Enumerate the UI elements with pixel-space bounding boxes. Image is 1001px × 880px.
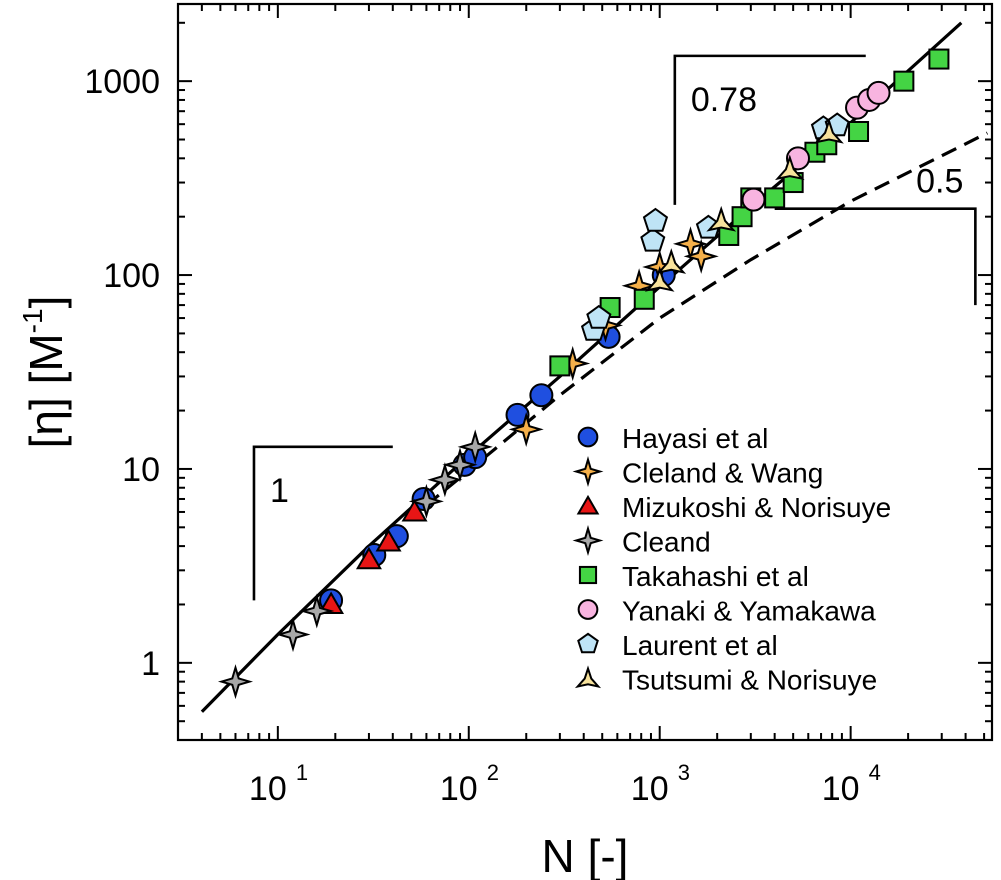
series-3 — [318, 498, 428, 614]
slope-label-2: 0.78 — [691, 81, 757, 119]
data-point — [408, 483, 444, 519]
x-tick-label-base: 10 — [631, 770, 669, 808]
legend-label: Cleland & Wang — [622, 458, 823, 489]
data-points — [217, 48, 950, 700]
data-point — [706, 205, 737, 232]
legend-label: Takahashi et al — [622, 561, 809, 592]
y-tick-label: 10 — [122, 451, 160, 489]
y-axis-title-sup: -1 — [17, 308, 48, 333]
legend-item-3: Mizukoshi & Norisuye — [576, 492, 891, 523]
data-point — [375, 528, 402, 552]
data-point — [586, 304, 612, 329]
data-point — [848, 121, 870, 143]
slope-label-3: 0.5 — [916, 163, 963, 201]
data-point — [318, 591, 345, 614]
legend-label: Mizukoshi & Norisuye — [622, 492, 891, 523]
legend-marker — [577, 632, 599, 654]
slope-triangles: 1 0.78 0.5 — [252, 54, 977, 601]
data-point — [529, 383, 554, 408]
data-point — [683, 238, 719, 274]
series-8 — [644, 117, 844, 292]
slope-triangle-3 — [774, 207, 977, 306]
x-tick-label-base: 10 — [440, 770, 478, 808]
legend-label: Tsutsumi & Norisuye — [622, 665, 877, 696]
legend-label: Hayasi et al — [622, 423, 768, 454]
slope-triangle-2 — [673, 54, 866, 205]
x-tick-label-base: 10 — [249, 770, 287, 808]
data-point — [814, 117, 844, 144]
legend-marker — [576, 494, 600, 515]
x-tick-label: 10 4 — [822, 760, 881, 808]
legend-label: Cleand — [622, 527, 711, 558]
data-point — [355, 546, 382, 570]
data-point — [633, 288, 655, 310]
data-point — [217, 664, 254, 700]
series-7 — [580, 112, 850, 341]
x-tick-label-base: 10 — [822, 770, 860, 808]
data-point — [764, 187, 786, 209]
data-point — [401, 498, 428, 522]
x-tick-label: 10 1 — [249, 760, 308, 808]
legend-label: Yanaki & Yamakawa — [622, 596, 876, 627]
legend-marker — [572, 525, 604, 556]
data-point — [644, 266, 675, 292]
x-tick-label-exp: 3 — [678, 760, 690, 785]
legend-marker — [572, 456, 604, 487]
y-axis-title-close: ] — [20, 296, 72, 309]
data-point — [505, 402, 530, 427]
data-point — [299, 593, 335, 629]
data-point — [508, 411, 544, 447]
axes: 10 1 10 2 10 3 10 4 1 10 100 1000 N [-] [η] [M-1] — [17, 2, 994, 880]
legend-marker — [574, 665, 602, 689]
data-point — [656, 248, 687, 274]
data-point — [427, 462, 463, 498]
data-point — [442, 447, 478, 483]
y-axis-title: [η] [M-1] — [17, 296, 72, 449]
legend-item-5: Takahashi et al — [578, 561, 809, 592]
y-axis-title-main: [η] [M — [20, 333, 72, 448]
legend-item-7: Laurent et al — [577, 630, 778, 661]
legend-marker — [577, 426, 599, 448]
legend-item-4: Cleand — [572, 525, 711, 558]
data-point — [893, 70, 915, 92]
legend-item-1: Hayasi et al — [577, 423, 768, 454]
x-tick-label: 10 3 — [631, 760, 690, 808]
series-4 — [217, 429, 493, 700]
legend-item-6: Yanaki & Yamakawa — [577, 596, 876, 627]
y-tick-label: 100 — [103, 257, 160, 295]
data-point — [866, 80, 891, 105]
legend-marker — [578, 565, 598, 585]
x-tick-label-exp: 2 — [487, 760, 499, 785]
data-point — [774, 154, 805, 181]
legend-marker — [577, 599, 599, 620]
data-point — [741, 187, 766, 212]
data-point — [549, 355, 571, 377]
x-tick-label-exp: 4 — [869, 760, 881, 785]
plot-frame — [176, 2, 994, 742]
x-axis-title: N [-] — [542, 830, 629, 880]
y-tick-label: 1 — [141, 645, 160, 683]
x-tick-label: 10 2 — [440, 760, 499, 808]
data-point — [275, 616, 311, 653]
data-point — [928, 48, 950, 70]
y-tick-label: 1000 — [84, 63, 160, 101]
legend-item-2: Cleland & Wang — [572, 456, 823, 489]
slope-label-1: 1 — [270, 472, 289, 510]
legend-label: Laurent et al — [622, 630, 778, 661]
legend-item-8: Tsutsumi & Norisuye — [574, 665, 877, 696]
data-point — [457, 429, 493, 465]
slope-triangle-1 — [252, 445, 393, 601]
data-point — [642, 207, 669, 232]
data-point — [640, 227, 666, 252]
x-tick-label-exp: 1 — [296, 760, 308, 785]
